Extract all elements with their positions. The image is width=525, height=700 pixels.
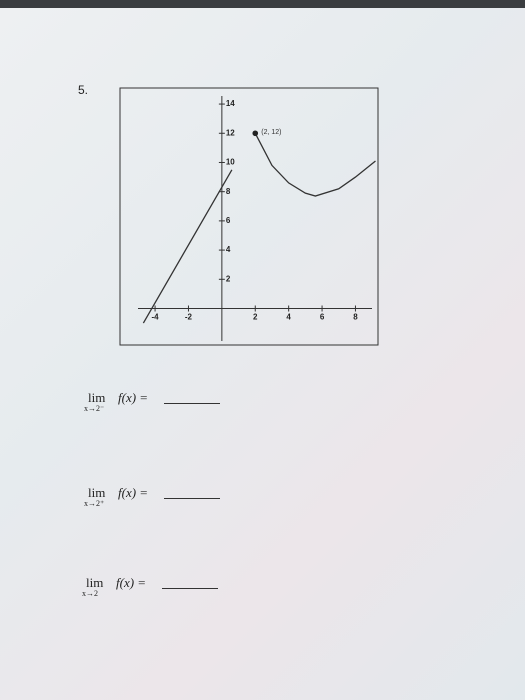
y-tick-label: 6: [226, 216, 231, 225]
top-edge: [0, 0, 525, 8]
y-tick-label: 4: [226, 245, 231, 254]
x-tick-label: -2: [185, 313, 193, 322]
lim-subscript: x→2⁺: [84, 499, 105, 508]
x-tick-label: 4: [286, 313, 291, 322]
lim-word: lim: [88, 485, 106, 500]
lim-word: lim: [86, 575, 104, 590]
point-label: (2, 12): [261, 129, 281, 136]
x-tick-label: 2: [253, 313, 258, 322]
graph-frame: [119, 87, 379, 346]
y-tick-label: 10: [226, 158, 235, 167]
answer-blank[interactable]: [164, 403, 220, 404]
point: [252, 130, 259, 137]
lim-expression: f(x) =: [118, 390, 149, 405]
lim-subscript: x→2⁻: [84, 404, 105, 413]
problem-number: 5.: [78, 83, 89, 97]
y-tick-label: 8: [226, 187, 231, 196]
lim-expression: f(x) =: [116, 575, 147, 590]
answer-blank[interactable]: [164, 498, 220, 499]
x-tick-label: 8: [353, 313, 358, 322]
lim-word: lim: [88, 390, 106, 405]
y-tick-label: 14: [226, 99, 235, 108]
graph: -4 -2 2 4 6 8 2 4 6 8 10 12 14 (2, 12): [119, 87, 379, 346]
lim-subscript: x→2: [82, 589, 98, 598]
answer-blank[interactable]: [162, 588, 218, 589]
x-tick-label: -4: [152, 313, 160, 322]
y-tick-label: 2: [226, 274, 231, 283]
line: [254, 132, 376, 197]
lim-expression: f(x) =: [118, 485, 149, 500]
line: [142, 169, 233, 324]
y-tick-label: 12: [226, 128, 235, 137]
x-tick-label: 6: [320, 313, 325, 322]
